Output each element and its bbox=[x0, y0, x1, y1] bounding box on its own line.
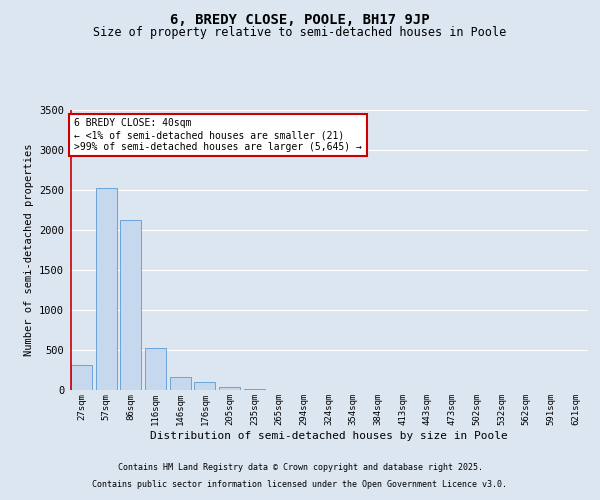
Text: Size of property relative to semi-detached houses in Poole: Size of property relative to semi-detach… bbox=[94, 26, 506, 39]
Text: Contains public sector information licensed under the Open Government Licence v3: Contains public sector information licen… bbox=[92, 480, 508, 489]
Text: Contains HM Land Registry data © Crown copyright and database right 2025.: Contains HM Land Registry data © Crown c… bbox=[118, 464, 482, 472]
Y-axis label: Number of semi-detached properties: Number of semi-detached properties bbox=[23, 144, 34, 356]
Text: 6, BREDY CLOSE, POOLE, BH17 9JP: 6, BREDY CLOSE, POOLE, BH17 9JP bbox=[170, 12, 430, 26]
Bar bbox=[95, 188, 116, 390]
Bar bbox=[194, 382, 215, 390]
Bar bbox=[244, 389, 265, 390]
X-axis label: Distribution of semi-detached houses by size in Poole: Distribution of semi-detached houses by … bbox=[149, 430, 508, 440]
Bar bbox=[145, 348, 166, 390]
Bar bbox=[219, 387, 240, 390]
Bar bbox=[170, 377, 191, 390]
Text: 6 BREDY CLOSE: 40sqm
← <1% of semi-detached houses are smaller (21)
>99% of semi: 6 BREDY CLOSE: 40sqm ← <1% of semi-detac… bbox=[74, 118, 362, 152]
Bar bbox=[120, 220, 141, 390]
Bar bbox=[71, 365, 92, 390]
